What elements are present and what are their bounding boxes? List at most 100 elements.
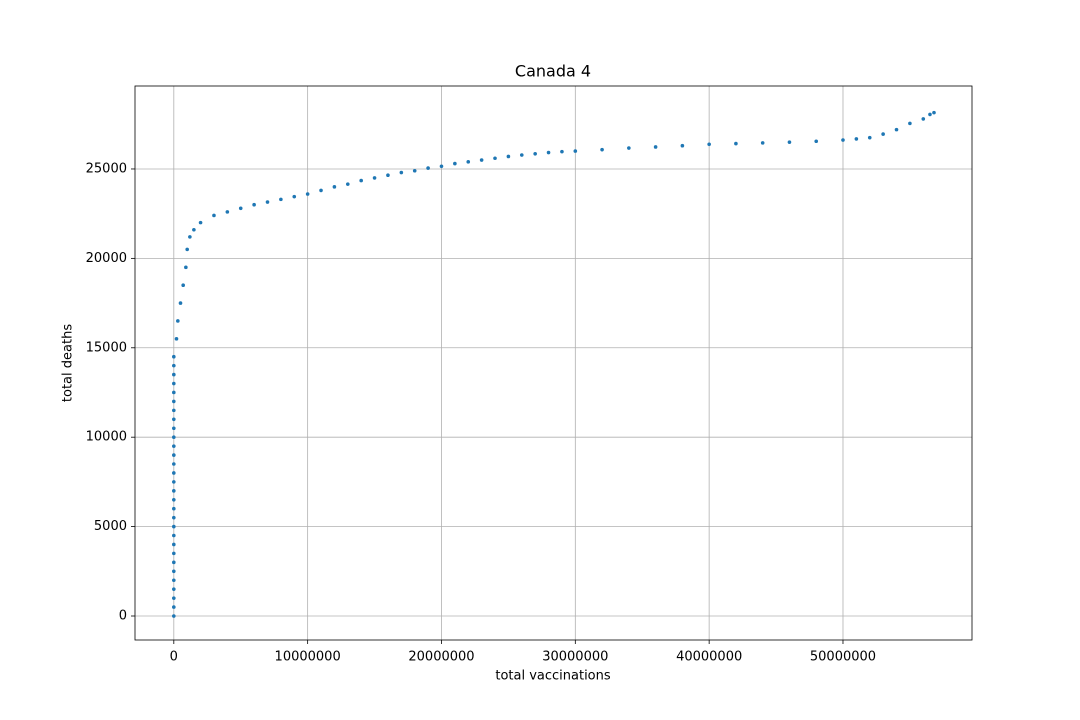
point <box>841 138 845 142</box>
point <box>279 197 283 202</box>
point <box>181 283 185 287</box>
point <box>172 533 176 538</box>
point <box>908 121 912 126</box>
point <box>453 161 457 166</box>
point <box>172 560 176 565</box>
point <box>867 135 872 140</box>
point <box>426 166 430 170</box>
point <box>386 173 390 178</box>
point <box>172 471 176 475</box>
point <box>172 506 176 511</box>
x-tick-label: 20000000 <box>408 650 474 665</box>
point <box>172 444 176 448</box>
point <box>533 151 537 156</box>
point <box>172 480 176 484</box>
point <box>653 145 658 149</box>
point <box>928 112 932 117</box>
y-tick-label: 10000 <box>86 430 127 445</box>
y-tick-label: 20000 <box>86 251 127 266</box>
point <box>172 363 176 368</box>
point <box>172 417 176 422</box>
point <box>172 587 176 591</box>
point <box>172 489 176 493</box>
point <box>172 542 176 547</box>
point <box>252 202 256 207</box>
point <box>319 188 323 193</box>
point <box>707 142 711 147</box>
point <box>172 569 176 574</box>
point <box>184 265 188 270</box>
point <box>894 127 899 132</box>
point <box>680 143 685 148</box>
y-tick-label: 5000 <box>94 519 127 534</box>
x-tick-label: 50000000 <box>810 650 876 665</box>
point <box>372 176 377 180</box>
x-axis-label: total vaccinations <box>495 669 611 684</box>
point <box>921 117 926 121</box>
point <box>172 596 176 600</box>
point <box>560 149 564 154</box>
point <box>305 192 310 196</box>
point <box>172 551 176 556</box>
point <box>814 139 819 144</box>
point <box>176 319 180 323</box>
point <box>546 150 551 155</box>
x-tick-label: 30000000 <box>542 650 608 665</box>
point <box>412 168 417 173</box>
point <box>172 426 176 431</box>
point <box>172 578 176 583</box>
point <box>734 141 738 146</box>
point <box>172 462 176 466</box>
point <box>172 453 176 457</box>
chart-title: Canada 4 <box>515 62 591 81</box>
point <box>881 132 885 136</box>
point <box>345 182 350 186</box>
point <box>172 605 176 609</box>
point <box>238 206 243 211</box>
point <box>198 220 203 225</box>
point <box>172 390 176 395</box>
point <box>292 194 297 199</box>
x-tick-label: 40000000 <box>676 650 742 665</box>
point <box>172 515 176 520</box>
point <box>854 137 859 141</box>
point <box>172 354 176 359</box>
point <box>787 140 792 144</box>
point <box>185 247 189 252</box>
y-tick-label: 15000 <box>86 340 127 355</box>
point <box>172 614 176 618</box>
x-tick-label: 10000000 <box>275 650 341 665</box>
point <box>932 110 936 115</box>
y-axis-label: total deaths <box>61 324 76 402</box>
point <box>172 399 176 404</box>
plot-frame <box>134 85 973 641</box>
point <box>188 235 192 239</box>
point <box>174 337 179 341</box>
point <box>212 213 216 218</box>
y-tick-label: 0 <box>119 609 127 624</box>
point <box>627 146 631 150</box>
point <box>192 227 196 232</box>
point <box>172 381 176 386</box>
point <box>178 301 183 305</box>
point <box>479 158 484 162</box>
point <box>172 524 176 529</box>
point <box>519 153 524 157</box>
point <box>225 210 230 214</box>
point <box>265 200 270 204</box>
point <box>172 435 176 439</box>
point <box>760 141 765 145</box>
point <box>172 408 176 413</box>
point <box>506 154 511 159</box>
y-tick-label: 25000 <box>86 161 127 176</box>
point <box>439 164 444 169</box>
x-tick-label: 0 <box>170 650 178 665</box>
point <box>466 160 471 164</box>
point <box>172 372 176 377</box>
point <box>493 156 497 161</box>
point <box>359 178 363 183</box>
point <box>399 170 404 175</box>
point <box>600 147 604 152</box>
point <box>172 497 176 502</box>
